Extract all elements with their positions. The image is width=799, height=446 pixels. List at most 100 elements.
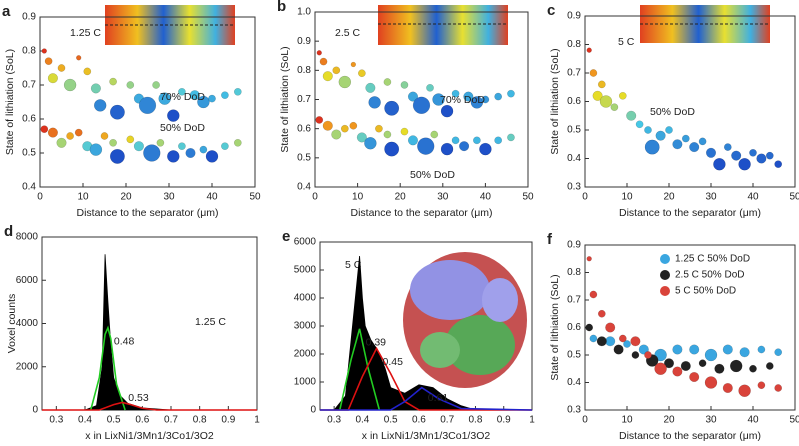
bubble: [100, 132, 109, 140]
bubble: [152, 81, 160, 89]
bubble: [426, 83, 434, 92]
bubble: [626, 110, 637, 121]
bubble: [316, 50, 322, 56]
bubble: [358, 69, 366, 78]
bubble: [365, 82, 376, 93]
y-tick-label: 0.8: [22, 46, 36, 57]
render-3d: [403, 252, 527, 388]
bubble: [83, 67, 92, 76]
bubble: [704, 348, 718, 362]
bubble: [723, 143, 732, 151]
panel-label: e: [282, 228, 290, 245]
y-tick-label: 2000: [16, 361, 39, 372]
bubble: [618, 91, 627, 100]
y-tick-label: 0.6: [22, 114, 36, 125]
bubble: [672, 366, 683, 377]
y-tick-label: 0.9: [567, 11, 581, 22]
x-tick-label: 0.6: [135, 415, 149, 426]
y-tick-label: 0.8: [567, 267, 581, 278]
bubble: [332, 66, 341, 75]
bubble: [451, 136, 460, 145]
y-axis-label: State of lithiation (SoL): [549, 48, 561, 154]
bubble: [350, 61, 356, 68]
bubble: [738, 384, 751, 397]
series-label: 50% DoD: [160, 122, 205, 134]
bubble: [57, 64, 66, 72]
bubble: [644, 139, 660, 155]
x-tick-label: 0: [37, 192, 43, 203]
bubble: [451, 89, 460, 98]
peak-label: 0.53: [128, 392, 149, 404]
bubble: [199, 145, 208, 154]
y-axis-label: Voxel counts: [6, 294, 18, 354]
bubble: [689, 371, 700, 383]
fit-curve: [42, 401, 257, 411]
y-tick-label: 0.4: [567, 377, 581, 388]
bubble: [597, 309, 606, 318]
bubble: [774, 348, 783, 357]
y-tick-label: 4000: [294, 293, 317, 304]
y-tick-label: 1000: [294, 377, 317, 388]
peak-label: 0.39: [366, 337, 387, 349]
bubble: [689, 142, 700, 153]
x-tick-label: 40: [747, 415, 759, 426]
bubble: [610, 103, 619, 112]
x-axis-label: Distance to the separator (μm): [350, 207, 492, 219]
bubble: [109, 148, 125, 164]
x-tick-label: 10: [621, 192, 633, 203]
bubble: [507, 89, 515, 98]
bubble: [338, 75, 352, 89]
bubble: [178, 87, 186, 96]
x-tick-label: 0.6: [412, 415, 426, 426]
x-tick-label: 1: [254, 415, 260, 426]
micrograph-c: [640, 5, 770, 43]
y-tick-label: 0.3: [567, 405, 581, 416]
bubble: [705, 147, 717, 158]
bubble: [635, 120, 644, 129]
x-tick-label: 0: [312, 192, 318, 203]
y-tick-label: 4000: [16, 318, 39, 329]
bubble: [221, 142, 229, 151]
y-tick-label: 6000: [16, 275, 39, 286]
rate-label: 2.5 C: [335, 27, 361, 39]
x-tick-label: 0.3: [327, 415, 341, 426]
bubble: [197, 95, 210, 109]
x-tick-label: 1: [529, 415, 535, 426]
y-tick-label: 0.8: [297, 65, 311, 76]
bubble: [44, 57, 53, 66]
fit-curve: [320, 346, 532, 411]
bubble: [47, 73, 58, 84]
y-tick-label: 0.7: [567, 295, 581, 306]
bubble: [663, 358, 675, 369]
bubble: [63, 78, 77, 92]
bubble: [618, 334, 627, 343]
x-tick-label: 0: [582, 192, 588, 203]
x-tick-label: 0: [582, 415, 588, 426]
legend-swatch: [660, 270, 670, 280]
bubble: [644, 126, 652, 134]
x-tick-label: 0.7: [440, 415, 454, 426]
bubble: [481, 95, 490, 104]
bubble: [185, 147, 196, 159]
x-tick-label: 0.9: [221, 415, 235, 426]
bubble: [613, 344, 624, 355]
y-axis-label: State of lithiation (SoL): [549, 274, 561, 380]
bubble: [655, 130, 666, 141]
bubble: [356, 132, 367, 143]
bubble: [40, 125, 49, 134]
bubble: [432, 93, 445, 106]
bubble: [756, 153, 767, 164]
x-tick-label: 20: [663, 415, 675, 426]
y-tick-label: 0.6: [567, 96, 581, 107]
peak-label: 0.48: [114, 336, 135, 348]
x-tick-label: 0.4: [355, 415, 369, 426]
bubble: [494, 136, 503, 145]
peak-label: 0.61: [428, 392, 449, 404]
x-tick-label: 0.9: [497, 415, 511, 426]
bubble: [178, 142, 186, 151]
bubble: [400, 127, 409, 136]
micrograph-b: [378, 5, 508, 45]
y-tick-label: 0.8: [567, 39, 581, 50]
bubble: [412, 96, 431, 114]
